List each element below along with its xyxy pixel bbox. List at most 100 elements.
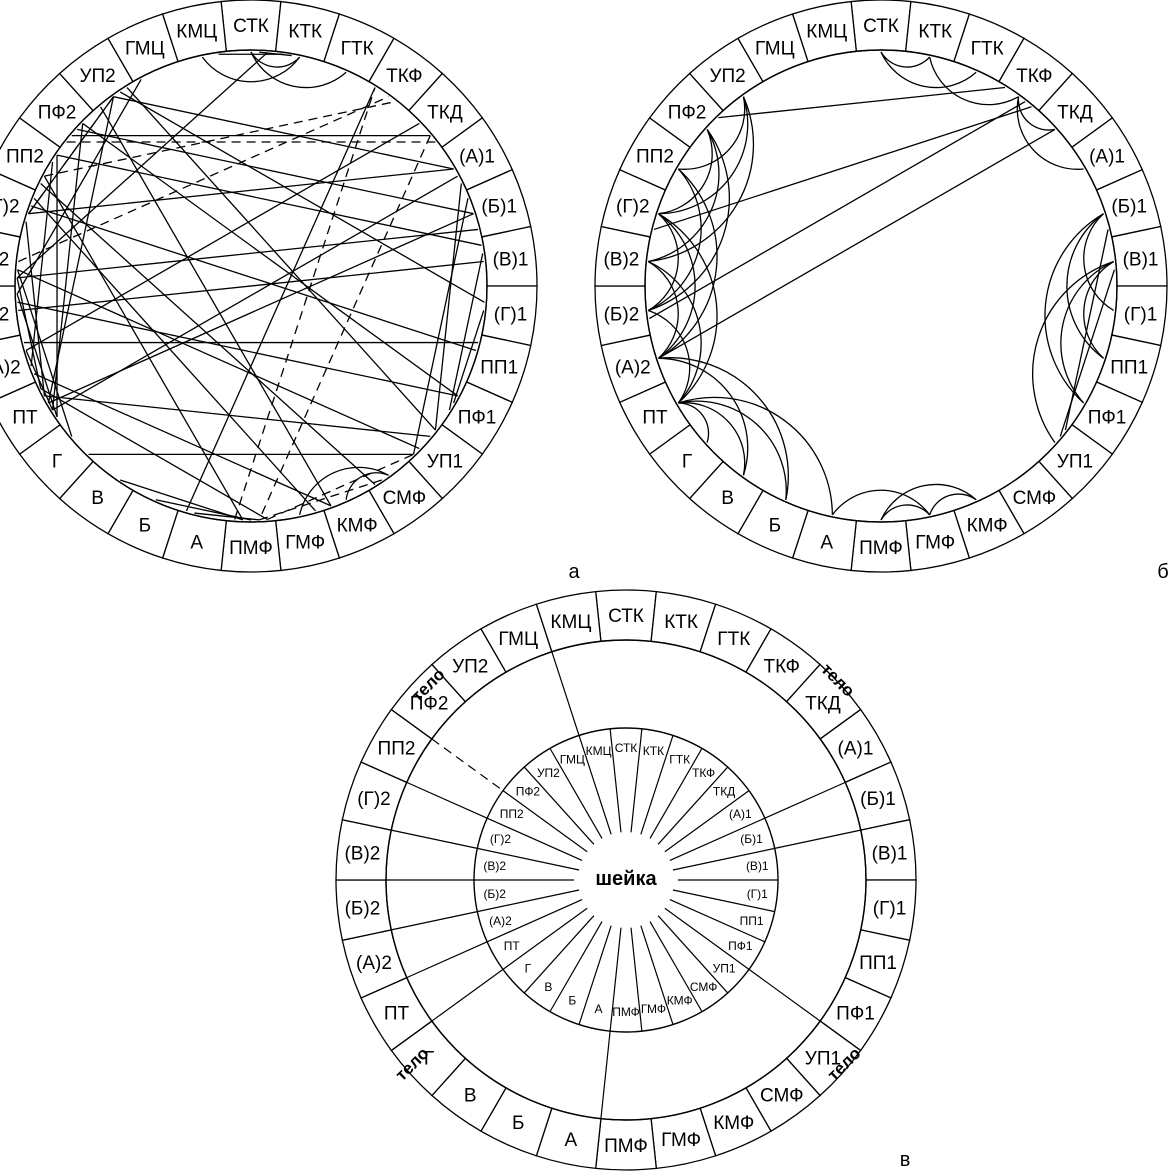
panel-b-link [648,101,1026,320]
panel-a-segment-label: (Г)2 [0,196,20,217]
panel-v-neck-spoke [664,790,750,853]
panel-b-arc-link [658,96,749,215]
panel-b-link [718,86,1006,119]
panel-a-segment-label: (А)1 [459,147,495,168]
panel-v-neck-spoke [649,921,703,1012]
panel-a-segment-label: ТКФ [386,66,422,87]
panel-b-arc-link [929,493,977,516]
panel-v-connector [391,911,478,931]
panel-a-segment-label: КМЦ [176,22,217,43]
panel-v-neck-label: ПП2 [500,807,524,821]
panel-b-link [1064,229,1109,431]
panel-b-arc-link [1032,260,1114,443]
panel-v-neck-label: Б [568,994,576,1008]
panel-b-segment-label: ПТ [642,408,668,429]
panel-a-link [33,373,332,507]
panel-b-segment-label: (В)1 [1123,250,1159,271]
panel-b-inner-circle [644,49,1118,523]
panel-v-neck-label: ТКД [713,785,735,799]
panel-v-segment-label: ПФ2 [410,694,449,715]
panel-a-link [16,277,42,389]
panel-a-arc-link [299,466,389,516]
panel-v-segment-label: (В)1 [872,843,908,864]
panel-b-arc-link [929,56,1019,106]
panel-b-segment-label: (Г)2 [616,196,650,217]
panel-b-segment-label: ГМЦ [755,39,795,60]
panel-v-segment-label: ТКФ [764,657,800,678]
panel-a-segment-label: ГТК [341,39,374,60]
panel-v-neck-label: ГМФ [641,1002,666,1016]
panel-b-segment-label: ТКД [1057,102,1093,123]
panel-a-link [25,350,54,411]
panel-b-segment-label: Г [682,452,692,473]
panel-a-segment-label: ПФ1 [458,408,497,429]
panel-b-arc-link [880,51,931,68]
panel-b-segment-label: СМФ [1013,488,1057,509]
panel-a-segment-label: ГМФ [285,532,325,553]
panel-b-arc-link [1083,213,1115,312]
panel-v-segment-label: Г [424,1048,434,1069]
panel-v-neck-label: В [544,980,552,994]
panel-b-segment-label: КМЦ [806,22,847,43]
panel-v-segment-label: КТК [664,612,698,633]
panel-a-link [17,301,458,397]
panel-v-neck-label: ПТ [504,939,521,953]
panel-b-link [658,128,1056,359]
panel-a-link [194,512,260,521]
panel-a-link [99,106,332,507]
panel-b-segment-label: ПФ1 [1088,408,1127,429]
panel-b-arc-link [1066,213,1104,359]
panel-a-link [113,96,454,170]
panel-v-segment-label: ГМЦ [498,629,538,650]
panel-v-neck-label: ПМФ [612,1005,640,1019]
panel-a-link [48,213,474,404]
panel-v-neck-spoke [630,927,643,1032]
panel-b-segment-label: (А)1 [1089,147,1125,168]
panel-a-segment-label: СТК [233,16,269,37]
panel-a-dashed-link [27,96,114,215]
panel-b-link [653,106,1032,231]
panel-b-segment-label: КТК [918,22,952,43]
panel-a-link [434,183,462,431]
panel-v-segment-label: ТКД [805,694,841,715]
panel-a-link [17,269,420,450]
panel-v-segment-label: ПФ1 [836,1004,875,1025]
panel-v-connector [406,941,488,979]
panel-a-dashed-link [18,96,389,263]
panel-a-arc-link [250,51,301,68]
panel-b-segment-label: УП2 [709,66,745,87]
panel-v-neck-label: СМФ [690,980,718,994]
panel-v-neck-spoke [502,790,588,853]
panel-a-link [43,175,244,521]
panel-v-neck-spoke [640,735,674,835]
panel-a-link [76,128,474,215]
panel-v-neck-label: Г [525,961,532,975]
panel-v-neck-label: УП1 [713,961,736,975]
panel-a-link [33,197,317,512]
panel-a-link [16,269,73,437]
panel-v-neck-spoke [549,921,603,1012]
panel-b-segment-label: А [820,532,833,553]
panel-v-segment-label: (А)1 [838,739,874,760]
panel-b-segment-label: УП1 [1057,452,1093,473]
panel-v-segment-label: УП2 [452,657,488,678]
panel-b-segment-label: В [721,488,734,509]
panel-v-segment-label: (Б)1 [860,789,896,810]
panel-b-segment-label: ПФ2 [668,102,707,123]
panel-v-neck-spoke [477,889,580,913]
panel-v-neck-label: ГМЦ [560,752,585,766]
panel-b-arc-link [678,396,833,515]
panel-b-arc-link [648,168,702,312]
panel-b-label: б [1157,561,1168,583]
panel-a-segment-label: ТКД [427,102,463,123]
panel-b-arc-link [647,260,679,359]
panel-a-segment-label: (А)2 [0,358,21,379]
panel-v-connector [748,968,821,1022]
panel-b-link [1059,269,1116,437]
panel-a-link [28,168,454,215]
panel-v-neck-spoke [486,817,583,862]
panel-a-dashed-link [258,135,431,521]
panel-v-neck-label: А [595,1002,603,1016]
panel-v-connector [406,781,488,819]
